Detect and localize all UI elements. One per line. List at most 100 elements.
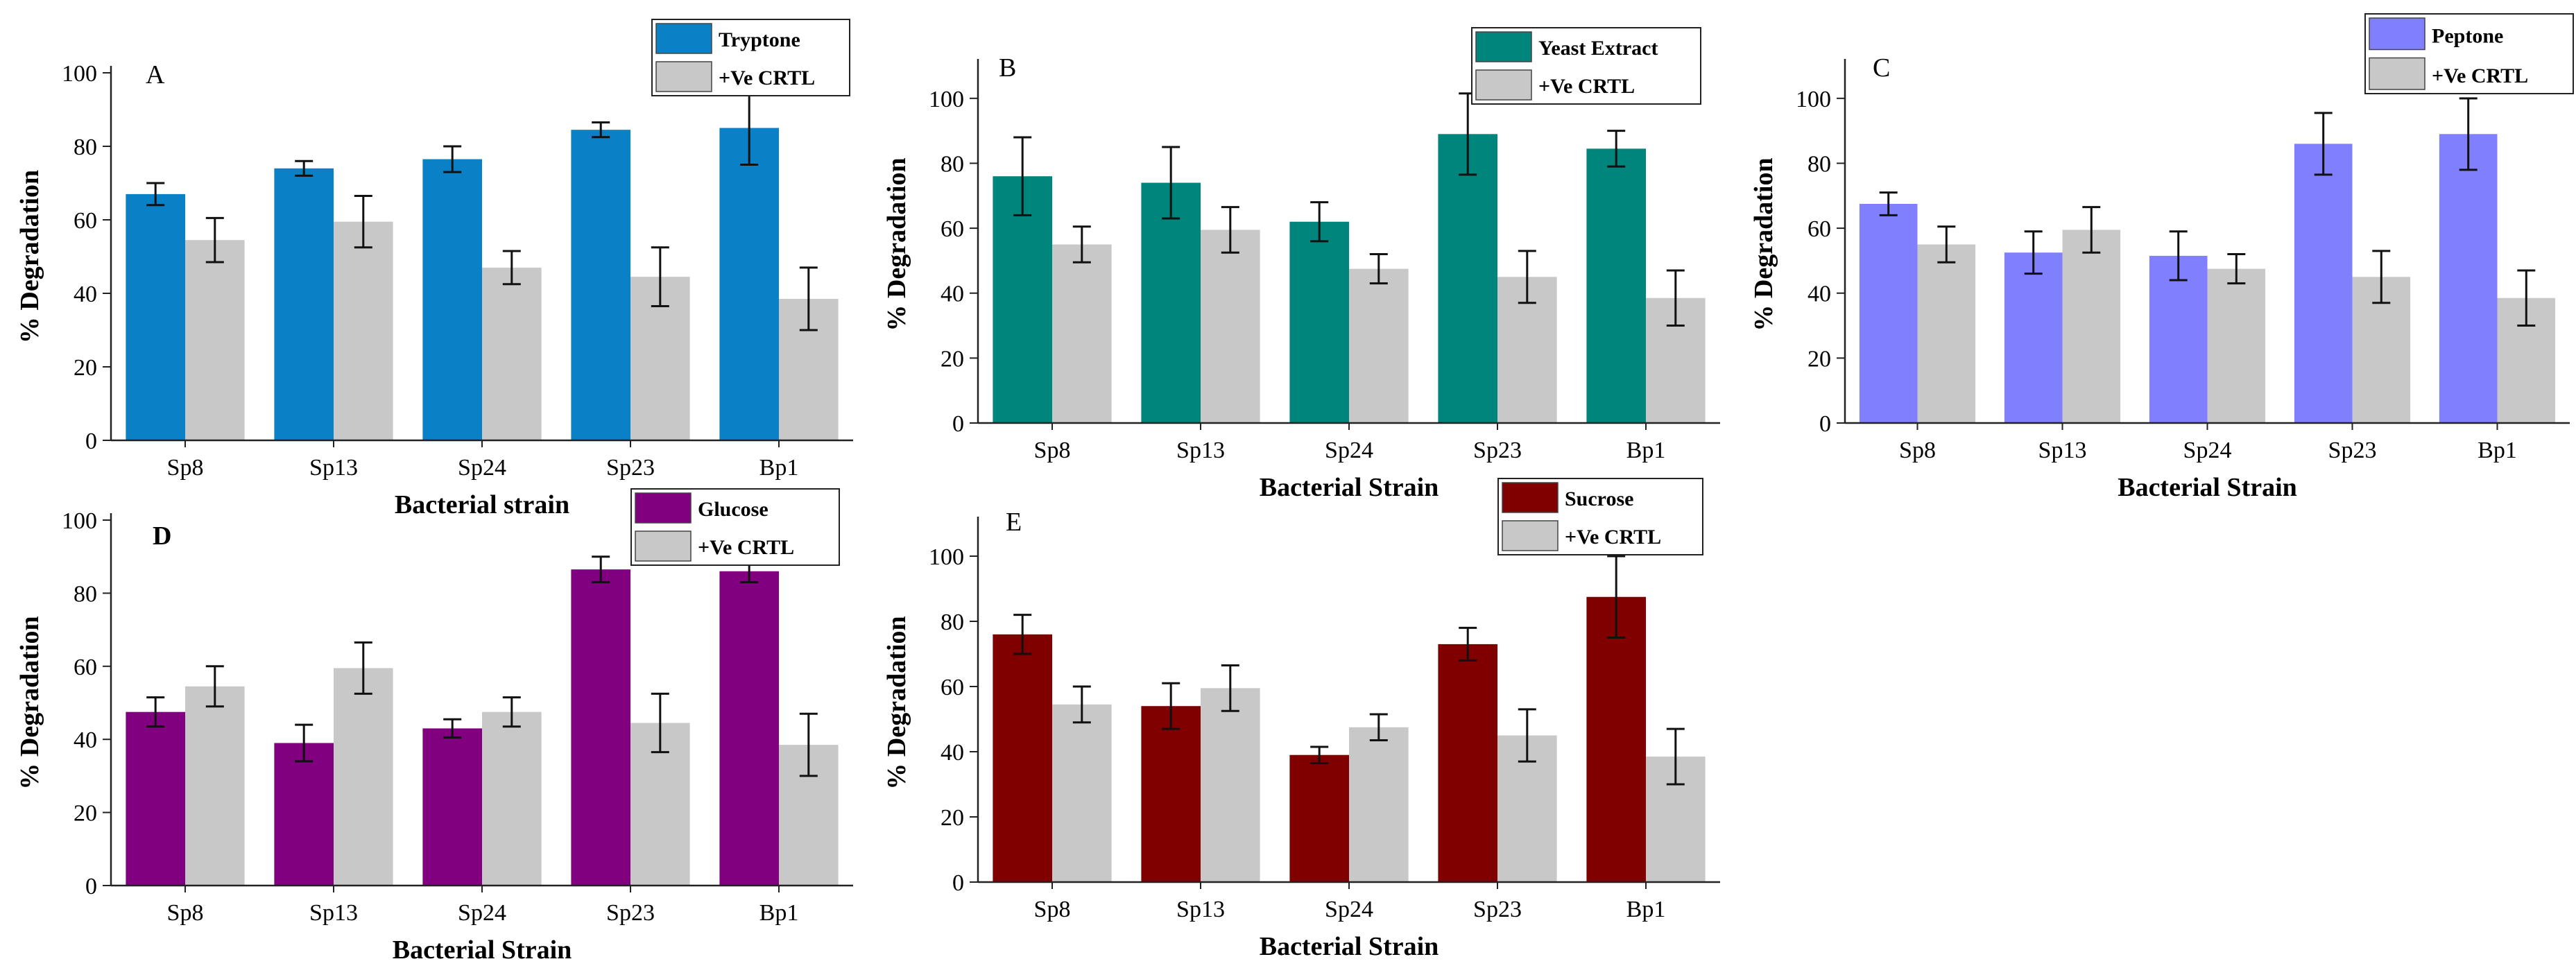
- bar-treatment: [1859, 203, 1918, 423]
- y-tick-label: 20: [941, 805, 964, 831]
- bar-treatment: [422, 159, 482, 441]
- y-tick-label: 60: [1808, 216, 1831, 242]
- x-tick-label: Sp13: [1176, 897, 1225, 922]
- chart-panel-c: Sp8 Sp13 Sp24 Sp23 Bp1 0 20 40 60 80 100 Bacterial …: [1749, 13, 2574, 502]
- y-tick-label: 60: [941, 216, 964, 242]
- x-tick-label: Sp13: [2038, 438, 2087, 463]
- y-tick-label: 80: [74, 581, 97, 607]
- y-tick-label: 80: [74, 135, 97, 160]
- x-tick-label: Sp23: [1473, 897, 1522, 922]
- y-tick-label: 80: [1808, 151, 1831, 177]
- bar-treatment: [1141, 182, 1201, 423]
- legend: Sucrose +Ve CRTL: [1497, 478, 1703, 555]
- legend-label: Peptone: [2432, 25, 2503, 48]
- x-axis-title: Bacterial Strain: [2118, 473, 2297, 502]
- bar-treatment: [274, 168, 334, 441]
- x-tick-label: Bp1: [759, 900, 799, 926]
- y-tick-label: 100: [62, 508, 97, 534]
- bar-treatment: [993, 634, 1052, 882]
- x-tick-label: Sp8: [1899, 438, 1936, 463]
- bar-treatment: [2004, 252, 2063, 423]
- x-tick-label: Bp1: [759, 455, 799, 481]
- x-tick-label: Sp23: [606, 900, 655, 926]
- x-axis-title: Bacterial Strain: [1260, 473, 1439, 502]
- bar-treatment: [719, 571, 779, 886]
- x-tick-label: Bp1: [1626, 438, 1666, 463]
- legend: Peptone +Ve CRTL: [2364, 13, 2574, 94]
- y-tick-label: 80: [941, 610, 964, 635]
- bar-control: [1052, 704, 1112, 882]
- x-axis-title: Bacterial Strain: [393, 935, 572, 965]
- y-tick-label: 100: [1796, 87, 1831, 112]
- legend-label: Glucose: [698, 498, 768, 521]
- x-tick-label: Sp23: [2328, 438, 2377, 463]
- x-tick-label: Sp13: [309, 900, 358, 926]
- chart-panel-d: Sp8 Sp13 Sp24 Sp23 Bp1 0 20 40 60 80 100 Bacterial …: [15, 488, 853, 965]
- bar-control: [482, 711, 542, 886]
- panel-label: C: [1873, 53, 1890, 83]
- legend: Glucose +Ve CRTL: [630, 488, 840, 566]
- legend-label: +Ve CRTL: [2432, 64, 2528, 87]
- bar-treatment: [126, 711, 185, 886]
- bar-treatment: [126, 193, 185, 440]
- bar-control: [185, 686, 245, 886]
- x-tick-label: Sp13: [309, 455, 358, 481]
- bar-treatment: [1438, 644, 1497, 882]
- y-axis-title: % Degradation: [882, 616, 911, 789]
- x-tick-label: Sp24: [458, 900, 506, 926]
- legend-label: +Ve CRTL: [1538, 75, 1635, 98]
- bar-treatment: [1141, 706, 1201, 882]
- bar-treatment: [1438, 134, 1497, 423]
- legend-swatch: [2369, 17, 2425, 51]
- y-tick-label: 100: [929, 544, 964, 570]
- bar-control: [1201, 688, 1260, 882]
- y-axis-title: % Degradation: [882, 157, 911, 331]
- y-tick-label: 40: [74, 282, 97, 307]
- legend-label: Yeast Extract: [1538, 37, 1658, 60]
- legend-label: Sucrose: [1565, 488, 1633, 510]
- legend-swatch: [1502, 482, 1559, 513]
- legend-label: +Ve CRTL: [719, 67, 815, 89]
- legend-swatch: [635, 530, 692, 562]
- y-tick-label: 100: [62, 61, 97, 87]
- y-tick-label: 80: [941, 151, 964, 177]
- bar-control: [1349, 268, 1409, 423]
- x-tick-label: Sp23: [1473, 438, 1522, 463]
- y-tick-label: 20: [1808, 346, 1831, 372]
- y-tick-label: 0: [952, 411, 964, 437]
- bar-treatment: [1586, 148, 1646, 424]
- x-tick-label: Sp8: [167, 455, 204, 481]
- y-tick-label: 0: [85, 429, 97, 454]
- y-tick-label: 40: [1808, 282, 1831, 307]
- bar-treatment: [571, 130, 630, 440]
- bar-treatment: [993, 176, 1052, 423]
- x-axis-title: Bacterial Strain: [1260, 932, 1439, 961]
- x-tick-label: Sp24: [2183, 438, 2232, 463]
- legend-swatch: [1475, 69, 1532, 101]
- y-tick-label: 20: [74, 801, 97, 827]
- x-tick-label: Bp1: [1626, 897, 1666, 922]
- legend-label: Tryptone: [719, 28, 800, 51]
- bar-treatment: [1586, 596, 1646, 882]
- bar-control: [1201, 230, 1260, 423]
- panel-label: E: [1006, 508, 1022, 537]
- bar-control: [2062, 230, 2121, 423]
- legend-swatch: [655, 23, 712, 54]
- x-tick-label: Bp1: [2478, 438, 2517, 463]
- y-tick-label: 40: [74, 727, 97, 753]
- bar-treatment: [571, 569, 630, 886]
- bar-control: [185, 240, 245, 440]
- bar-control: [1052, 244, 1112, 423]
- bar-control: [2207, 268, 2266, 423]
- chart-panel-e: Sp8 Sp13 Sp24 Sp23 Bp1 0 20 40 60 80 100 Bacterial …: [882, 478, 1720, 961]
- chart-panel-b: Sp8 Sp13 Sp24 Sp23 Bp1 0 20 40 60 80 100 Bacterial …: [882, 27, 1720, 502]
- panel-label: D: [153, 521, 171, 551]
- x-tick-label: Sp8: [1034, 897, 1071, 922]
- legend-label: +Ve CRTL: [1565, 526, 1661, 549]
- x-tick-label: Sp23: [606, 455, 655, 481]
- panel-label: A: [146, 60, 165, 89]
- bar-treatment: [2149, 255, 2208, 423]
- bar-control: [1917, 244, 1976, 423]
